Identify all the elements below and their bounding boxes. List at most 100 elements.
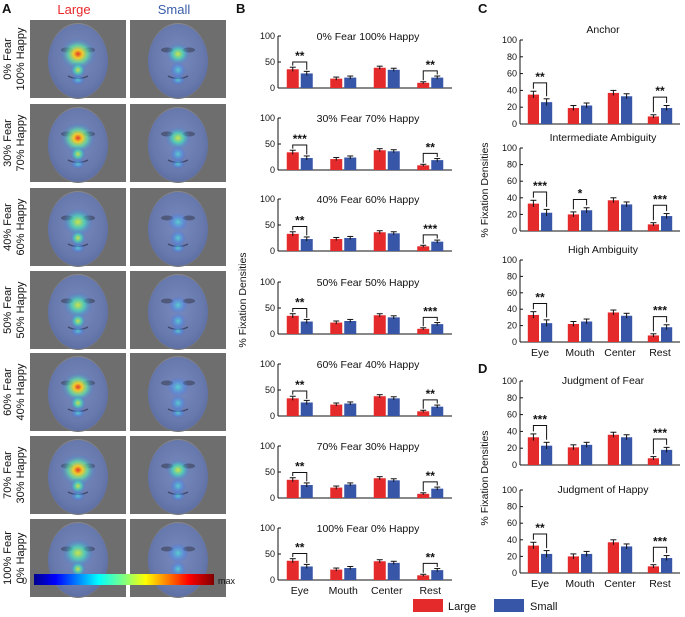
subplot-b-0: 0% Fear 100% Happy 0 50 100 ** ** xyxy=(260,31,452,93)
y-tick-label: 100 xyxy=(260,194,275,204)
subplot-c-0: Anchor 0 20 40 60 80 100 ** ** xyxy=(502,24,680,129)
bar-small xyxy=(387,317,400,334)
heatmap-large xyxy=(30,188,126,267)
bar-large xyxy=(417,165,430,170)
y-tick-label: 50 xyxy=(265,303,275,313)
subplot-b-6: 100% Fear 0% Happy 0 50 100 ** Eye Mouth Center… xyxy=(260,523,452,597)
bar-small xyxy=(541,102,553,124)
legend-large-swatch xyxy=(413,599,443,612)
subplot-title: 100% Fear 0% Happy xyxy=(317,523,420,535)
bar-small xyxy=(300,485,313,498)
y-tick-label: 80 xyxy=(507,271,517,281)
bar-small xyxy=(300,239,313,251)
y-tick-label: 80 xyxy=(507,160,517,170)
y-tick-label: 100 xyxy=(260,113,275,123)
x-tick-label: Mouth xyxy=(565,578,594,590)
bar-large xyxy=(286,560,299,580)
significance-bracket xyxy=(292,472,308,482)
subplot-title: 60% Fear 40% Happy xyxy=(317,359,420,371)
heatmap-small xyxy=(130,104,226,183)
y-tick-label: 50 xyxy=(265,467,275,477)
y-tick-label: 60 xyxy=(507,518,517,528)
x-tick-label: Eye xyxy=(291,585,309,597)
colorbar-max-label: max xyxy=(218,576,236,586)
y-tick-label: 100 xyxy=(502,376,517,386)
bar-small xyxy=(581,105,593,124)
bar-small xyxy=(344,403,357,416)
heatmap-large xyxy=(30,20,126,99)
legend-small-label: Small xyxy=(530,601,558,613)
significance-label: ** xyxy=(295,460,305,474)
bar-small xyxy=(387,398,400,416)
significance-label: ** xyxy=(426,469,436,483)
x-tick-label: Rest xyxy=(419,585,441,597)
bar-small xyxy=(621,204,633,231)
heatmap-grid: 0% Fear 100% Happy 30% Fear 70% Happy 40% Fe… xyxy=(2,20,226,598)
bar-small xyxy=(387,233,400,251)
row-label-fear: 0% Fear xyxy=(2,38,14,80)
y-tick-label: 20 xyxy=(507,551,517,561)
heatmap-small xyxy=(130,436,226,515)
significance-bracket xyxy=(652,316,668,332)
y-tick-label: 0 xyxy=(512,568,517,578)
x-tick-label: Eye xyxy=(531,347,549,359)
significance-bracket xyxy=(532,191,548,207)
y-tick-label: 40 xyxy=(507,426,517,436)
y-tick-label: 40 xyxy=(507,535,517,545)
y-tick-label: 40 xyxy=(507,85,517,95)
y-tick-label: 20 xyxy=(507,321,517,331)
bar-large xyxy=(527,545,539,573)
row-label-fear: 70% Fear xyxy=(2,451,14,499)
significance-label: * xyxy=(578,186,583,200)
significance-bracket xyxy=(652,96,668,113)
bar-large xyxy=(527,203,539,231)
subplot-title: 40% Fear 60% Happy xyxy=(317,194,420,206)
bar-large xyxy=(567,556,579,573)
y-tick-label: 0 xyxy=(512,337,517,347)
heatmap-small xyxy=(130,353,226,432)
row-label-fear: 30% Fear xyxy=(2,119,14,167)
y-tick-label: 100 xyxy=(260,277,275,287)
heatmap-large xyxy=(30,271,126,350)
y-tick-label: 100 xyxy=(502,143,517,153)
heatmap-small xyxy=(130,188,226,267)
y-tick-label: 40 xyxy=(507,193,517,203)
subplot-title: 50% Fear 50% Happy xyxy=(317,277,420,289)
y-tick-label: 60 xyxy=(507,410,517,420)
y-tick-label: 0 xyxy=(270,83,275,93)
significance-label: *** xyxy=(423,304,437,318)
y-tick-label: 0 xyxy=(270,575,275,585)
subplot-title: Judgment of Happy xyxy=(557,484,649,496)
subplot-d-1: Judgment of Happy 0 20 40 60 80 100 ** Eye Mouth C… xyxy=(502,484,680,590)
y-tick-label: 50 xyxy=(265,549,275,559)
bar-large xyxy=(330,239,343,251)
y-tick-label: 0 xyxy=(270,246,275,256)
row-label-happy: 100% Happy xyxy=(15,27,27,90)
bar-small xyxy=(344,157,357,170)
bar-small xyxy=(581,553,593,573)
significance-label: ** xyxy=(535,521,545,535)
heatmap-small xyxy=(130,20,226,99)
bar-large xyxy=(373,67,386,88)
y-tick-label: 20 xyxy=(507,443,517,453)
y-tick-label: 50 xyxy=(265,57,275,67)
legend-large-label: Large xyxy=(448,601,476,613)
bar-large xyxy=(417,82,430,88)
significance-bracket xyxy=(292,308,308,318)
y-tick-label: 100 xyxy=(260,523,275,533)
y-tick-label: 60 xyxy=(507,288,517,298)
bar-large xyxy=(286,69,299,88)
bar-large xyxy=(647,116,659,124)
significance-label: ** xyxy=(295,214,305,228)
colorbar xyxy=(34,574,214,585)
bar-large xyxy=(373,478,386,498)
bar-small xyxy=(541,553,553,573)
x-tick-label: Eye xyxy=(531,578,549,590)
subplot-d-0: Judgment of Fear 0 20 40 60 80 100 *** *** xyxy=(502,375,680,470)
bar-small xyxy=(431,77,444,88)
panel-b-y-axis-label: % Fixation Densities xyxy=(237,252,249,347)
x-tick-label: Rest xyxy=(649,578,671,590)
